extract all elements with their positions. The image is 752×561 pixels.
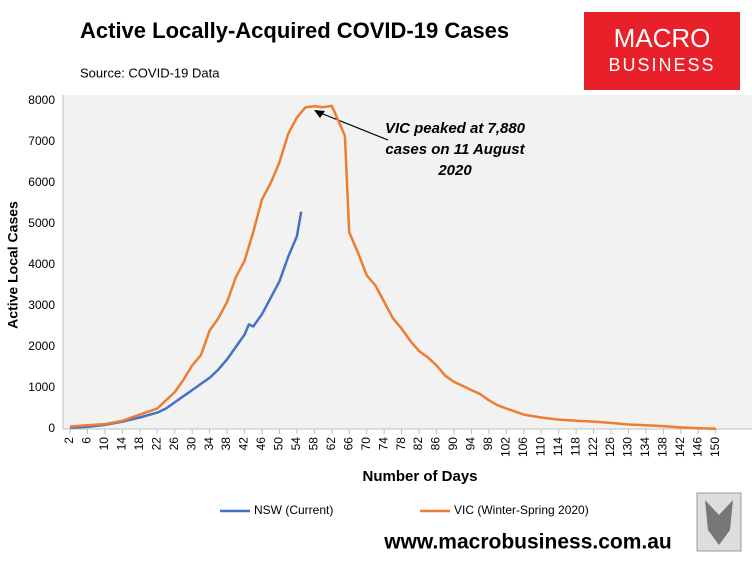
subtitle: Source: COVID-19 Data — [80, 65, 220, 80]
x-tick-label: 42 — [237, 437, 251, 451]
annotation: 2020 — [437, 162, 472, 179]
x-tick-label: 70 — [359, 437, 373, 451]
logo-text: BUSINESS — [608, 55, 715, 75]
arrow-head — [314, 110, 325, 118]
x-tick-label: 18 — [132, 437, 146, 451]
x-tick-label: 118 — [568, 437, 582, 456]
x-tick-label: 126 — [603, 437, 617, 457]
y-tick-label: 6000 — [28, 175, 55, 189]
annotation: cases on 11 August — [385, 141, 525, 158]
x-tick-label: 50 — [272, 437, 286, 451]
x-tick-label: 66 — [341, 437, 355, 451]
x-tick-label: 138 — [656, 437, 670, 457]
x-tick-label: 146 — [691, 437, 705, 457]
y-tick-label: 8000 — [28, 93, 55, 107]
x-tick-label: 74 — [376, 437, 390, 451]
x-tick-label: 130 — [621, 437, 635, 457]
x-tick-label: 54 — [289, 437, 303, 451]
x-tick-label: 38 — [219, 437, 233, 451]
website: www.macrobusiness.com.au — [383, 531, 671, 554]
series-line — [69, 211, 303, 430]
y-tick-label: 2000 — [28, 339, 55, 353]
x-tick-label: 122 — [586, 437, 600, 457]
logo-box — [584, 12, 740, 90]
x-tick-label: 82 — [411, 437, 425, 451]
x-tick-label: 142 — [673, 437, 687, 457]
y-axis-label: Active Local Cases — [5, 201, 21, 329]
x-tick-label: 34 — [202, 437, 216, 451]
y-tick-label: 7000 — [28, 134, 55, 148]
y-tick-label: 5000 — [28, 216, 55, 230]
x-tick-label: 114 — [551, 437, 565, 456]
x-tick-label: 134 — [638, 437, 652, 457]
x-tick-label: 62 — [324, 437, 338, 451]
x-tick-label: 2 — [62, 437, 76, 444]
x-tick-label: 58 — [307, 437, 321, 451]
x-axis-label: Number of Days — [362, 468, 477, 485]
legend-label: VIC (Winter-Spring 2020) — [454, 503, 589, 517]
y-tick-label: 0 — [48, 421, 55, 435]
plot-area — [63, 95, 752, 429]
x-tick-label: 102 — [499, 437, 513, 457]
x-tick-label: 14 — [115, 437, 129, 451]
x-tick-label: 106 — [516, 437, 530, 457]
x-tick-label: 86 — [429, 437, 443, 451]
x-tick-label: 94 — [464, 437, 478, 451]
x-tick-label: 110 — [533, 437, 547, 456]
wolf-logo — [705, 500, 733, 545]
series-line — [69, 104, 716, 431]
legend-label: NSW (Current) — [254, 503, 333, 517]
annotation: VIC peaked at 7,880 — [385, 120, 526, 137]
chart-title: Active Locally-Acquired COVID-19 Cases — [80, 18, 509, 43]
x-tick-label: 98 — [481, 437, 495, 451]
annotation-arrow — [317, 111, 389, 141]
x-tick-label: 22 — [149, 437, 163, 451]
y-tick-label: 4000 — [28, 257, 55, 271]
x-tick-label: 10 — [97, 437, 111, 451]
x-tick-label: 26 — [167, 437, 181, 451]
legend: NSW (Current) VIC (Winter-Spring 2020) — [220, 503, 589, 517]
x-tick-label: 78 — [394, 437, 408, 451]
x-tick-label: 90 — [446, 437, 460, 451]
y-tick-label: 3000 — [28, 298, 55, 312]
logo-text: MACRO — [614, 23, 711, 53]
x-tick-label: 150 — [708, 437, 722, 457]
y-tick-label: 1000 — [28, 380, 55, 394]
x-tick-label: 30 — [184, 437, 198, 451]
x-tick-label: 6 — [80, 437, 94, 444]
x-tick-label: 46 — [254, 437, 268, 451]
